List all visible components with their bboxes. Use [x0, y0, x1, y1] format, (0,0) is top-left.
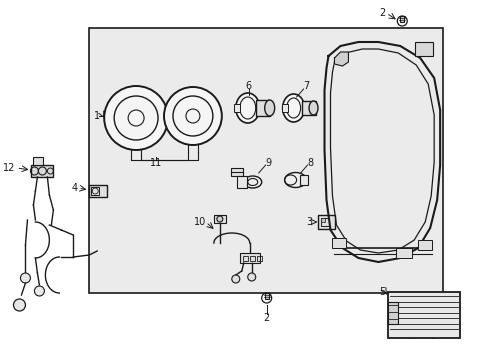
Bar — [230, 168, 242, 176]
Ellipse shape — [284, 172, 306, 188]
Text: 6: 6 — [245, 81, 251, 91]
Bar — [400, 16, 404, 22]
Bar — [332, 238, 346, 248]
Circle shape — [20, 273, 30, 283]
Ellipse shape — [235, 93, 259, 123]
Bar — [33, 157, 43, 165]
Bar — [264, 293, 268, 299]
Bar — [91, 187, 99, 195]
Ellipse shape — [264, 100, 274, 116]
Circle shape — [216, 216, 223, 222]
Ellipse shape — [282, 94, 304, 122]
Circle shape — [104, 86, 168, 150]
Text: 10: 10 — [193, 217, 205, 227]
Bar — [233, 104, 239, 112]
Circle shape — [14, 299, 25, 311]
Text: 2: 2 — [378, 8, 385, 18]
Circle shape — [34, 286, 44, 296]
Bar — [299, 175, 307, 185]
Text: 7: 7 — [303, 81, 309, 91]
Circle shape — [231, 275, 239, 283]
Bar — [255, 100, 269, 116]
Bar — [89, 185, 107, 197]
Bar — [320, 218, 328, 226]
Bar — [31, 165, 53, 177]
Text: 4: 4 — [71, 183, 77, 193]
Circle shape — [247, 273, 255, 281]
Bar — [89, 28, 442, 293]
Bar — [387, 292, 459, 338]
Bar — [320, 218, 324, 222]
Bar — [395, 248, 411, 258]
Bar — [317, 215, 335, 229]
Bar — [256, 256, 261, 261]
Bar — [239, 253, 259, 263]
Bar — [417, 240, 431, 250]
Bar — [236, 176, 246, 188]
Text: 2: 2 — [263, 313, 269, 323]
Bar — [301, 101, 315, 115]
Text: 9: 9 — [265, 158, 271, 168]
Circle shape — [163, 87, 222, 145]
Bar — [242, 256, 247, 261]
Bar — [414, 42, 432, 56]
Bar — [387, 302, 397, 324]
Bar — [249, 256, 254, 261]
Ellipse shape — [308, 101, 317, 115]
Ellipse shape — [244, 176, 261, 188]
Text: 3: 3 — [306, 217, 312, 227]
Bar — [281, 104, 287, 112]
Polygon shape — [334, 52, 348, 66]
Text: 1: 1 — [94, 111, 100, 121]
Text: 5: 5 — [378, 287, 385, 297]
Bar — [213, 215, 225, 223]
Text: 8: 8 — [307, 158, 313, 168]
Text: 11: 11 — [150, 158, 162, 168]
Text: 12: 12 — [3, 163, 16, 173]
